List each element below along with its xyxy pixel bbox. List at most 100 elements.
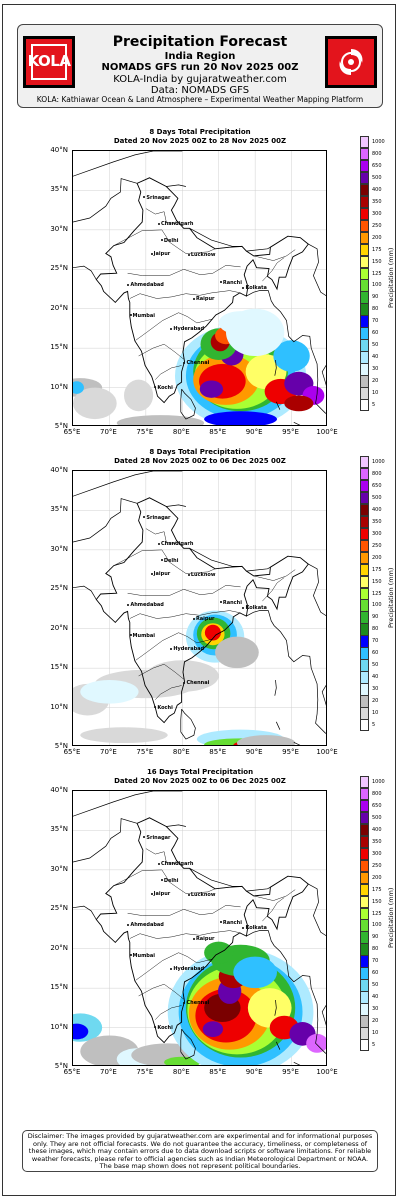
city-label: Chennai — [183, 680, 209, 686]
colorbar-level: 100 — [372, 922, 382, 929]
colorbar-swatch — [360, 243, 369, 257]
colorbar-swatch — [360, 787, 369, 801]
lat-tick-label: 35°N — [50, 825, 68, 834]
state-border — [127, 905, 241, 916]
colorbar-swatch — [360, 635, 369, 648]
colorbar-swatch — [360, 1015, 369, 1028]
city-label: Kochi — [154, 385, 172, 391]
colorbar-level: 200 — [372, 234, 382, 241]
state-border — [138, 983, 184, 1000]
city-label: Lucknow — [188, 252, 216, 258]
colorbar-swatch — [360, 719, 369, 732]
colorbar-level: 20 — [372, 1018, 379, 1025]
border-line — [308, 243, 326, 297]
colorbar-swatch — [360, 811, 369, 825]
border-line — [180, 388, 196, 420]
city-label: Chennai — [183, 1000, 209, 1006]
city-label: Ahmedabad — [127, 602, 164, 608]
colorbar-level: 30 — [372, 686, 379, 693]
border-line — [293, 741, 301, 745]
colorbar-swatch — [360, 375, 369, 388]
colorbar — [360, 776, 369, 1052]
lon-tick-label: 80°E — [172, 748, 190, 756]
city-label: Lucknow — [188, 572, 216, 578]
colorbar-level: 400 — [372, 186, 382, 193]
precip-area — [80, 679, 139, 704]
colorbar-level: 20 — [372, 378, 379, 385]
state-border — [127, 265, 241, 276]
colorbar-level: 70 — [372, 318, 379, 325]
colorbar-level: 350 — [372, 518, 382, 525]
colorbar-swatch — [360, 1003, 369, 1016]
lon-tick-label: 65°E — [63, 428, 81, 436]
colorbar-level: 150 — [372, 898, 382, 905]
colorbar-level: 350 — [372, 198, 382, 205]
colorbar-swatch — [360, 363, 369, 376]
border-line — [189, 867, 242, 887]
border-line — [73, 265, 97, 280]
colorbar-swatch — [360, 231, 369, 245]
colorbar-swatch — [360, 871, 369, 885]
panel-dates: Dated 20 Nov 2025 00Z to 28 Nov 2025 00Z — [113, 137, 287, 145]
border-line — [308, 883, 326, 937]
border-line — [246, 930, 326, 1054]
city-label: Ranchi — [220, 280, 242, 286]
map-svg — [73, 471, 326, 745]
colorbar-swatch — [360, 1039, 369, 1052]
colorbar-unit-label: Precipitation (mm) — [387, 567, 395, 628]
city-label: Srinagar — [143, 835, 170, 841]
colorbar-level: 70 — [372, 638, 379, 645]
lon-tick-label: 90°E — [245, 748, 263, 756]
colorbar-swatch — [360, 895, 369, 909]
colorbar-level: 200 — [372, 874, 382, 881]
state-border — [135, 632, 213, 661]
colorbar-level: 500 — [372, 174, 382, 181]
precipitation-map: Srinagar Chandigarh Delhi Jaipur Lucknow Ahme… — [72, 470, 327, 746]
panel-dates: Dated 28 Nov 2025 00Z to 06 Dec 2025 00Z — [114, 457, 286, 465]
city-label: Raipur — [193, 936, 215, 942]
colorbar-level: 400 — [372, 506, 382, 513]
precip-area — [73, 1023, 89, 1040]
colorbar-swatch — [360, 979, 369, 992]
colorbar-level: 1000 — [372, 458, 385, 465]
colorbar-swatch — [360, 883, 369, 897]
colorbar-swatch — [360, 327, 369, 340]
colorbar-level: 60 — [372, 650, 379, 657]
lat-tick-label: 20°N — [50, 623, 68, 632]
city-label: Hyderabad — [170, 646, 204, 652]
city-label: Ahmedabad — [127, 282, 164, 288]
border-line — [166, 184, 186, 187]
city-label: Ahmedabad — [127, 922, 164, 928]
platform-footer: KOLA: Kathiawar Ocean & Land Atmosphere … — [36, 95, 364, 104]
colorbar-level: 125 — [372, 910, 382, 917]
border-line — [293, 421, 301, 425]
precip-area — [204, 624, 221, 641]
border-line — [275, 401, 281, 410]
precip-area — [273, 340, 310, 372]
map-panel-1: 8 Days Total Precipitation Dated 20 Nov … — [0, 128, 400, 436]
lon-tick-label: 95°E — [282, 428, 299, 436]
colorbar-swatch — [360, 207, 369, 221]
lat-tick-label: 30°N — [50, 224, 68, 233]
lat-tick-label: 15°N — [50, 343, 68, 352]
colorbar-level: 10 — [372, 1030, 379, 1037]
colorbar — [360, 456, 369, 732]
lon-tick-label: 80°E — [172, 1068, 190, 1076]
colorbar-level: 800 — [372, 150, 382, 157]
precip-area — [204, 411, 277, 425]
border-line — [246, 566, 271, 572]
colorbar-level: 175 — [372, 566, 382, 573]
city-label: Chandigarh — [158, 221, 193, 227]
state-border — [253, 249, 296, 261]
colorbar-level: 40 — [372, 994, 379, 1001]
lat-tick-label: 25°N — [50, 584, 68, 593]
colorbar-level: 80 — [372, 626, 379, 633]
lat-tick-label: 40°N — [50, 466, 68, 474]
border-line — [321, 684, 326, 706]
colorbar-level: 650 — [372, 802, 382, 809]
colorbar-swatch — [360, 1027, 369, 1040]
colorbar-swatch — [360, 279, 369, 292]
city-label: Jaipur — [151, 571, 171, 577]
colorbar-level: 650 — [372, 482, 382, 489]
lon-tick-label: 90°E — [245, 1068, 263, 1076]
